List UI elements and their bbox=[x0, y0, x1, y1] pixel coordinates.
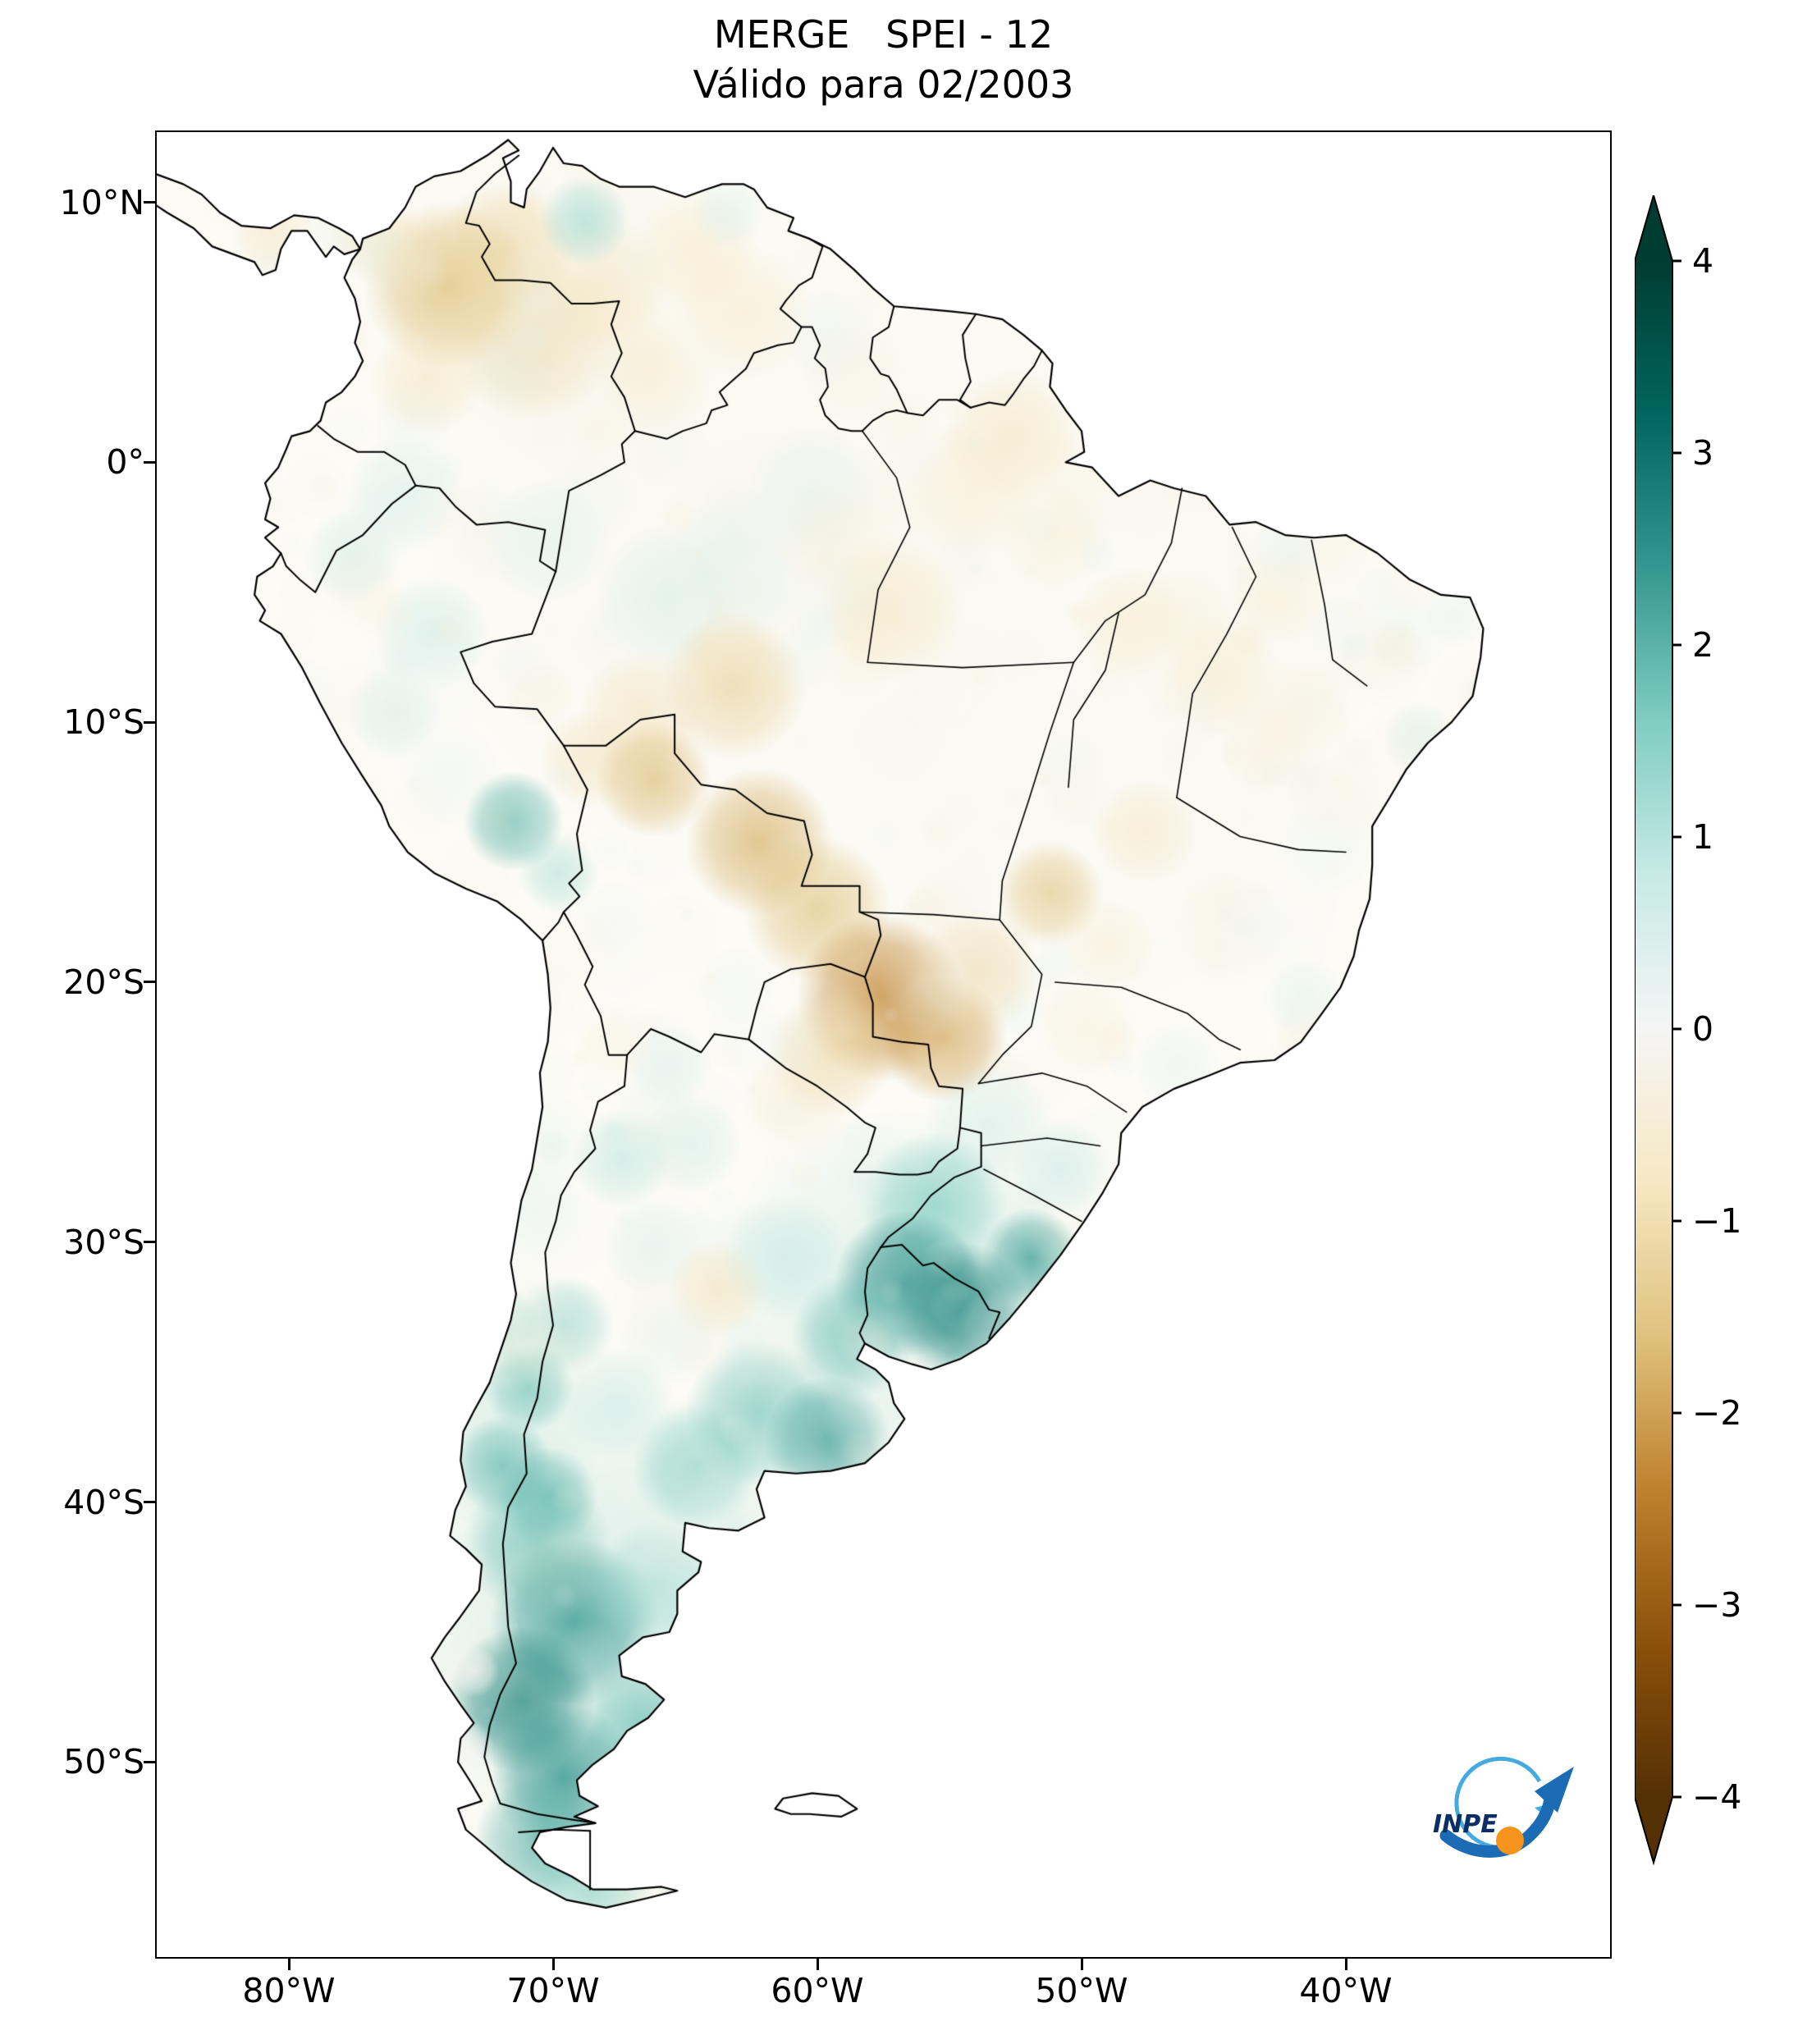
lat-tick-mark bbox=[144, 720, 155, 724]
figure-title: MERGE SPEI - 12 bbox=[713, 12, 1054, 57]
lon-tick-mark bbox=[1344, 1959, 1347, 1970]
lat-tick-mark bbox=[144, 201, 155, 204]
lat-tick-mark bbox=[144, 1760, 155, 1763]
colorbar-tick-label: −4 bbox=[1692, 1777, 1742, 1817]
inpe-logo-text: INPE bbox=[1433, 1810, 1498, 1839]
lon-tick-label: 60°W bbox=[771, 1971, 864, 2010]
colorbar bbox=[1635, 195, 1681, 1866]
lon-tick-label: 40°W bbox=[1299, 1971, 1393, 2010]
colorbar-tick-label: −1 bbox=[1692, 1201, 1742, 1241]
lat-tick-label: 10°N bbox=[59, 182, 144, 222]
colorbar-tick-label: −3 bbox=[1692, 1585, 1742, 1625]
lat-tick-label: 20°S bbox=[63, 962, 144, 1002]
lat-tick-label: 40°S bbox=[63, 1482, 144, 1522]
colorbar-tick-label: −2 bbox=[1692, 1393, 1742, 1433]
colorbar-tick-label: 2 bbox=[1692, 625, 1714, 665]
lat-tick-label: 0° bbox=[106, 442, 144, 482]
logo-bold-arrowhead-icon bbox=[1535, 1767, 1574, 1813]
logo-orange-dot-icon bbox=[1496, 1827, 1524, 1854]
colorbar-gradient-bar bbox=[1635, 195, 1673, 1866]
lon-tick-label: 70°W bbox=[506, 1971, 600, 2010]
lon-tick-label: 50°W bbox=[1035, 1971, 1128, 2010]
lon-tick-mark bbox=[287, 1959, 291, 1970]
colorbar-tick-label: 4 bbox=[1692, 241, 1714, 281]
lon-tick-mark bbox=[816, 1959, 819, 1970]
lat-tick-mark bbox=[144, 1501, 155, 1504]
inpe-logo-icon: INPE bbox=[1433, 1756, 1574, 1858]
lon-tick-label: 80°W bbox=[242, 1971, 336, 2010]
inpe-logo: INPE bbox=[1425, 1740, 1581, 1888]
map-frame: INPE bbox=[155, 130, 1612, 1959]
lat-tick-mark bbox=[144, 981, 155, 984]
lon-tick-mark bbox=[551, 1959, 555, 1970]
colorbar-tick-label: 1 bbox=[1692, 817, 1714, 857]
figure-titles: MERGE SPEI - 12 Válido para 02/2003 bbox=[157, 10, 1610, 109]
figure-subtitle: Válido para 02/2003 bbox=[693, 62, 1074, 107]
logo-bold-arrow bbox=[1439, 1788, 1558, 1858]
colorbar-tick-label: 0 bbox=[1692, 1009, 1714, 1049]
lat-tick-label: 50°S bbox=[63, 1742, 144, 1782]
lon-tick-mark bbox=[1080, 1959, 1083, 1970]
lat-tick-mark bbox=[144, 460, 155, 464]
lat-tick-mark bbox=[144, 1241, 155, 1244]
lat-tick-label: 10°S bbox=[63, 702, 144, 743]
colorbar-tick-label: 3 bbox=[1692, 433, 1714, 473]
map-canvas bbox=[157, 132, 1610, 1957]
lat-tick-label: 30°S bbox=[63, 1222, 144, 1262]
colorbar-tick-marks bbox=[1672, 259, 1681, 1799]
